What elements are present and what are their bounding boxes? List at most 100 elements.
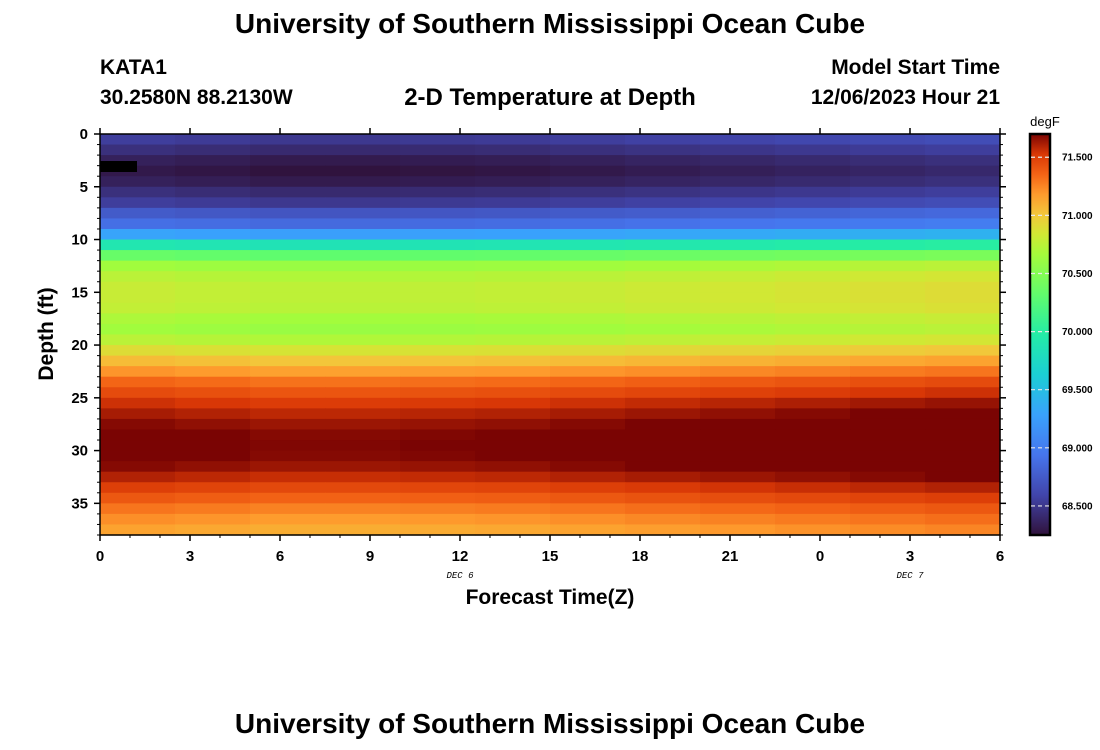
heatmap-cell [775,197,851,209]
heatmap-cell [775,323,851,336]
heatmap-cell [475,292,551,304]
heatmap-cell [700,292,776,304]
heatmap-cell [175,461,251,473]
heatmap-cell [850,334,926,346]
heatmap-cell [400,165,476,177]
heatmap-cell [625,239,701,251]
colorbar-label: degF [1030,114,1060,129]
colorbar-gradient [1028,132,1052,537]
heatmap-cell [250,207,326,220]
heatmap-cell [250,302,326,314]
heatmap-cell [775,387,851,399]
colorbar: degF 71.500 71.000 70.500 70.000 69.500 69.00… [1028,114,1093,537]
heatmap-cell [475,376,551,388]
heatmap-cell [625,250,701,262]
heatmap-cell [250,397,326,409]
heatmap-cell [400,144,476,156]
heatmap-cell [550,450,626,462]
heatmap-cell [700,471,776,483]
heatmap-cell [850,260,926,272]
heatmap-cell [700,302,776,314]
heatmap-cell [175,155,251,167]
colorbar-tick-label: 70.000 [1062,327,1093,338]
heatmap-cell [325,292,401,304]
heatmap-cell [175,376,251,388]
heatmap-cell [850,250,926,262]
heatmap-cell [550,155,626,167]
heatmap-cell [850,155,926,167]
heatmap-cell [550,250,626,262]
heatmap-cell [175,197,251,209]
model-start-value: 12/06/2023 Hour 21 [810,86,1000,109]
heatmap-cell [700,260,776,272]
heatmap-cell [175,440,251,452]
heatmap-cell [625,197,701,209]
heatmap-cell [400,292,476,304]
heatmap-cell [850,239,926,251]
x-tick-label: 21 [722,548,739,565]
heatmap-cell [925,418,1001,431]
heatmap-cell [700,239,776,251]
heatmap-cell [925,397,1001,409]
heatmap-cell [325,239,401,251]
heatmap-cell [625,302,701,314]
heatmap-cell [700,345,776,357]
heatmap-cell [775,418,851,431]
heatmap-cell [400,260,476,272]
x-tick-label: 6 [996,548,1004,565]
colorbar-tick-label: 71.500 [1062,153,1093,164]
x-tick-label: 3 [186,548,194,565]
heatmap-cell [475,155,551,167]
heatmap-cell [400,323,476,336]
heatmap-cell [850,218,926,230]
heatmap-cell [475,482,551,494]
heatmap-cell [475,271,551,283]
heatmap-cell [625,376,701,388]
heatmap-cell [475,313,551,325]
heatmap-cell [250,165,326,177]
heatmap-cell [625,271,701,283]
heatmap-cell [250,513,326,526]
heatmap-cell [925,228,1001,241]
heatmap-cell [475,471,551,483]
heatmap-cell [175,513,251,526]
heatmap-cell [925,471,1001,483]
heatmap-cell [625,260,701,272]
heatmap-cell [925,503,1001,515]
heatmap-cell [850,524,926,536]
heatmap-cell [100,471,176,483]
heatmap-cell [400,387,476,399]
heatmap-cell [175,397,251,409]
heatmap-cell [100,218,176,230]
heatmap-cell [100,228,176,241]
heatmap-cell [250,387,326,399]
heatmap-cell [925,260,1001,272]
heatmap-cell [850,503,926,515]
heatmap-cell [700,503,776,515]
heatmap-cell [775,408,851,420]
heatmap-cell [625,281,701,293]
heatmap-cell [475,397,551,409]
heatmap-cell [625,313,701,325]
heatmap-cell [100,250,176,262]
heatmap-cell [625,440,701,452]
heatmap-cell [175,450,251,462]
colorbar-tick-label: 69.000 [1062,443,1093,454]
heatmap-cell [325,155,401,167]
y-tick-label: 0 [80,126,88,143]
heatmap-cell [325,513,401,526]
heatmap-cell [550,186,626,198]
colorbar-tick-label: 69.500 [1062,385,1093,396]
heatmap-cell [475,408,551,420]
heatmap-cell [925,302,1001,314]
heatmap-cell [775,471,851,483]
heatmap-cell [775,334,851,346]
heatmap-cell [850,440,926,452]
heatmap-cell [175,207,251,220]
heatmap-cell [775,355,851,367]
heatmap-cell [775,165,851,177]
heatmap-cell [550,239,626,251]
model-start-label: Model Start Time [831,56,1000,79]
heatmap-cell [100,429,176,441]
